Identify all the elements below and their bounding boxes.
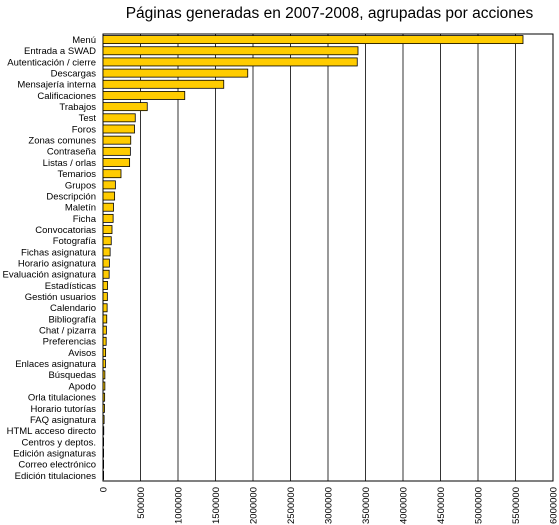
category-label: Bibliografía bbox=[48, 314, 96, 325]
category-label: Chat / pizarra bbox=[39, 326, 97, 337]
bar bbox=[103, 449, 104, 457]
category-label: Zonas comunes bbox=[28, 136, 96, 147]
bar bbox=[103, 293, 107, 301]
bar bbox=[103, 471, 104, 479]
bar bbox=[103, 382, 105, 390]
category-label: Temarios bbox=[57, 169, 96, 180]
bar bbox=[103, 248, 110, 256]
bar bbox=[103, 103, 147, 111]
bar bbox=[103, 91, 185, 99]
category-label: Menú bbox=[72, 35, 96, 46]
category-label: Listas / orlas bbox=[43, 158, 97, 169]
x-tick-label: 3000000 bbox=[324, 487, 335, 524]
category-label: Evaluación asignatura bbox=[3, 270, 97, 281]
bar bbox=[103, 427, 104, 435]
x-tick-label: 1000000 bbox=[174, 487, 185, 524]
category-label: Trabajos bbox=[59, 102, 96, 113]
category-label: Edición asignaturas bbox=[13, 448, 96, 459]
bar bbox=[103, 69, 248, 77]
category-label: HTML acceso directo bbox=[7, 426, 96, 437]
bar bbox=[103, 80, 224, 88]
bar bbox=[103, 360, 105, 368]
bar bbox=[103, 36, 523, 44]
bar bbox=[103, 170, 121, 178]
bar bbox=[103, 315, 107, 323]
category-label: Fichas asignatura bbox=[21, 247, 97, 258]
category-label: Gestión usuarios bbox=[25, 292, 97, 303]
category-label: Test bbox=[79, 113, 97, 124]
bar bbox=[103, 58, 357, 66]
bar bbox=[103, 259, 109, 267]
category-label: Convocatorias bbox=[35, 225, 96, 236]
bar bbox=[103, 393, 105, 401]
bar bbox=[103, 404, 105, 412]
bar bbox=[103, 438, 104, 446]
x-tick-label: 1500000 bbox=[211, 487, 222, 524]
bar bbox=[103, 114, 135, 122]
x-tick-label: 3500000 bbox=[361, 487, 372, 524]
bar bbox=[103, 181, 115, 189]
x-tick-label: 4000000 bbox=[399, 487, 410, 524]
x-tick-label: 5500000 bbox=[511, 487, 522, 524]
x-tick-label: 2000000 bbox=[249, 487, 260, 524]
x-tick-label: 5000000 bbox=[474, 487, 485, 524]
bar bbox=[103, 203, 114, 211]
category-label: Apodo bbox=[69, 381, 96, 392]
category-label: Calificaciones bbox=[37, 91, 96, 102]
bar bbox=[103, 460, 104, 468]
category-label: Edición titulaciones bbox=[15, 471, 97, 482]
category-label: Estadísticas bbox=[45, 281, 96, 292]
category-label: Búsquedas bbox=[48, 370, 96, 381]
category-label: Avisos bbox=[68, 348, 96, 359]
category-label: Maletín bbox=[65, 203, 96, 214]
bar bbox=[103, 304, 107, 312]
category-label: Orla titulaciones bbox=[28, 393, 96, 404]
bar bbox=[103, 226, 112, 234]
category-label: Descargas bbox=[51, 69, 97, 80]
category-label: Ficha bbox=[73, 214, 97, 225]
category-label: Fotografía bbox=[53, 236, 97, 247]
category-label: Correo electrónico bbox=[18, 460, 96, 471]
bar bbox=[103, 416, 104, 424]
bars bbox=[103, 36, 523, 480]
category-label: Grupos bbox=[65, 180, 96, 191]
bar bbox=[103, 337, 106, 345]
x-tick-label: 6000000 bbox=[549, 487, 559, 524]
category-label: Mensajería interna bbox=[17, 80, 96, 91]
category-label: Foros bbox=[72, 124, 97, 135]
category-label: Preferencias bbox=[43, 337, 97, 348]
category-label: Calendario bbox=[50, 303, 96, 314]
category-label: Horario tutorías bbox=[31, 404, 97, 415]
category-label: Autenticación / cierre bbox=[7, 57, 96, 68]
bar bbox=[103, 270, 109, 278]
bar bbox=[103, 281, 108, 289]
grid-lines bbox=[141, 34, 516, 481]
x-tick-label: 500000 bbox=[136, 487, 147, 519]
category-label: Centros y deptos. bbox=[22, 437, 96, 448]
bar bbox=[103, 136, 131, 144]
x-tick-label: 4500000 bbox=[436, 487, 447, 524]
bar bbox=[103, 147, 130, 155]
category-label: FAQ asignatura bbox=[30, 415, 97, 426]
x-tick-label: 2500000 bbox=[286, 487, 297, 524]
bar bbox=[103, 214, 113, 222]
bar bbox=[103, 47, 358, 55]
category-label: Entrada a SWAD bbox=[24, 46, 96, 57]
category-label: Descripción bbox=[46, 191, 96, 202]
bar bbox=[103, 158, 130, 166]
x-tick-label: 0 bbox=[99, 487, 110, 492]
bar bbox=[103, 237, 111, 245]
bar bbox=[103, 371, 105, 379]
category-label: Enlaces asignatura bbox=[15, 359, 97, 370]
bar bbox=[103, 348, 106, 356]
bar bbox=[103, 326, 106, 334]
category-label: Horario asignatura bbox=[18, 258, 97, 269]
x-axis-tick-labels: 0 500000 1000000 1500000 2000000 2500000 30000… bbox=[99, 487, 559, 524]
bar bbox=[103, 192, 115, 200]
category-label: Contraseña bbox=[47, 147, 97, 158]
bar bbox=[103, 125, 135, 133]
